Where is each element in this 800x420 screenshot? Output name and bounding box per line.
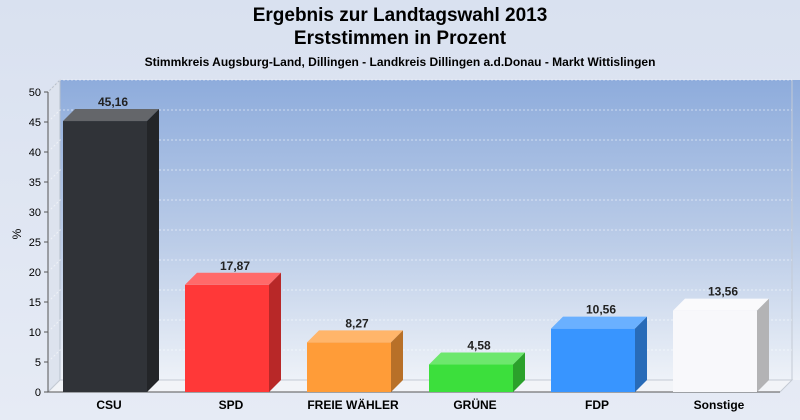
bar-front — [673, 310, 757, 392]
y-tick-label: 45 — [29, 117, 41, 129]
x-axis: CSU SPD FREIE WÄHLER GRÜNE FDP Sonstige — [96, 397, 744, 412]
bar-top — [429, 352, 525, 365]
bar-value-label: 10,56 — [586, 303, 616, 317]
gridline — [47, 79, 792, 93]
y-tick-label: 25 — [29, 237, 41, 249]
bar-value-label: 8,27 — [345, 316, 369, 330]
gridline — [47, 139, 792, 153]
bar-side — [635, 316, 647, 392]
bar-front — [185, 284, 269, 392]
bar-front — [551, 328, 635, 392]
bar-grüne: 4,58 — [429, 339, 525, 392]
bar-side — [147, 109, 159, 392]
chart-header: Ergebnis zur Landtagswahl 2013 Erststimm… — [0, 0, 800, 69]
gridline — [47, 349, 792, 363]
x-tick-label: CSU — [96, 398, 121, 412]
y-tick-label: 0 — [35, 387, 41, 399]
bar-top — [185, 272, 281, 285]
bar-value-label: 13,56 — [708, 285, 738, 299]
y-axis: 0 5 10 15 20 25 30 35 40 45 50% — [10, 87, 780, 399]
bar-spd: 17,87 — [185, 259, 281, 392]
y-tick-label: 5 — [35, 357, 41, 369]
x-tick-label: GRÜNE — [453, 397, 496, 412]
gridline — [47, 169, 792, 183]
bar-side — [391, 330, 403, 392]
y-tick-label: 10 — [29, 327, 41, 339]
x-tick-label: Sonstige — [694, 398, 745, 412]
bar-side — [269, 272, 281, 392]
bar-front — [307, 342, 391, 392]
bars: 45,16 17,87 8,27 4,58 10,56 13,56 — [63, 95, 769, 392]
chart-title-line2: Erststimmen in Prozent — [293, 28, 507, 49]
bar-top — [551, 316, 647, 329]
y-tick-label: 40 — [29, 147, 41, 159]
bar-value-label: 45,16 — [98, 95, 128, 109]
bar-freie-wähler: 8,27 — [307, 316, 403, 392]
gridline — [47, 109, 792, 123]
x-tick-label: SPD — [219, 398, 244, 412]
x-tick-label: FREIE WÄHLER — [307, 397, 399, 412]
x-tick-label: FDP — [585, 398, 609, 412]
y-tick-label: 15 — [29, 297, 41, 309]
bar-csu: 45,16 — [63, 95, 159, 392]
gridline — [47, 319, 792, 333]
bar-top — [307, 330, 403, 343]
y-tick-label: 35 — [29, 177, 41, 189]
y-tick-label: 50 — [29, 87, 41, 99]
chart-subtitle: Stimmkreis Augsburg-Land, Dillingen - La… — [144, 55, 656, 69]
bar-front — [429, 364, 513, 392]
bar-side — [513, 352, 525, 392]
bar-sonstige: 13,56 — [673, 285, 769, 392]
bar-front — [63, 121, 147, 392]
gridline — [47, 199, 792, 213]
bar-top — [673, 298, 769, 311]
bar-fdp: 10,56 — [551, 303, 647, 392]
gridline — [47, 289, 792, 303]
y-tick-label: 20 — [29, 267, 41, 279]
gridline — [47, 259, 792, 273]
bar-side — [757, 298, 769, 392]
y-tick-label: 30 — [29, 207, 41, 219]
bar-value-label: 4,58 — [467, 339, 491, 353]
bar-value-label: 17,87 — [220, 259, 250, 273]
y-axis-label: % — [10, 228, 24, 239]
bar-top — [63, 109, 159, 122]
chart-title: Ergebnis zur Landtagswahl 2013 — [252, 5, 548, 26]
gridline — [47, 229, 792, 243]
